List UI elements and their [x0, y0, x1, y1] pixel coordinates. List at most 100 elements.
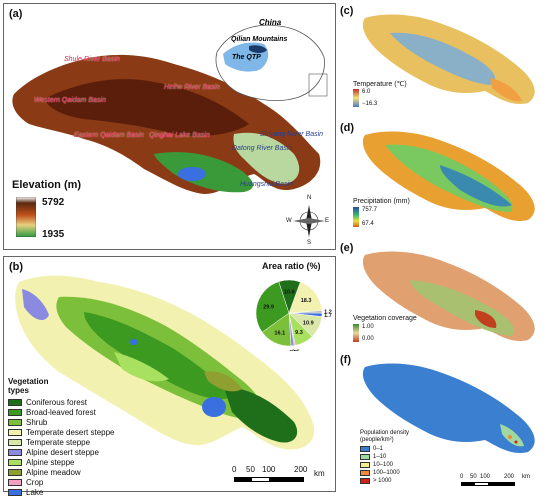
legend-item-shrub: Shrub [8, 417, 115, 427]
swatch [8, 438, 22, 446]
population-class-2: 10–100 [360, 461, 400, 469]
basin-label-w-qaidam: Western Qaidam Basin [34, 97, 106, 104]
pie-title: Area ratio (%) [262, 261, 321, 271]
pie-label-7: 16.1 [274, 330, 285, 336]
panel-b-label: (b) [9, 261, 24, 273]
inset-qtp-label: The QTP [232, 54, 261, 61]
precipitation-max: 757.7 [362, 207, 378, 213]
scale-bar-f: 0 50 100 200 km [460, 474, 545, 490]
pie-label-9: 10.6 [284, 290, 295, 296]
pie-label-5: 0.6 [292, 349, 300, 351]
temperature-min: −16.3 [362, 101, 378, 107]
pie-label-3: 10.9 [303, 320, 314, 326]
elevation-high-zone [44, 79, 249, 136]
pie-slices [255, 279, 323, 347]
compass-e: E [325, 218, 330, 224]
panel-c-label: (c) [340, 5, 354, 17]
panel-a-label: (a) [9, 8, 23, 20]
population-class-4: > 1000 [360, 477, 400, 485]
compass-s: S [307, 240, 312, 246]
temperature-map [362, 14, 535, 104]
swatch [8, 398, 22, 406]
swatch [8, 448, 22, 456]
precipitation-min: 67.4 [362, 221, 374, 227]
legend-item-temp-steppe: Temperate steppe [8, 437, 115, 447]
swatch [8, 408, 22, 416]
elevation-legend-title: Elevation (m) [12, 179, 82, 191]
basin-label-qinghai: Qinghai Lake Basin [149, 132, 210, 139]
population-class-1: 1–10 [360, 453, 400, 461]
panel-d-label: (d) [340, 122, 355, 134]
basin-label-e-qaidam: Eastern Qaidam Basin [74, 132, 145, 139]
pie-label-2: 1.7 [324, 313, 332, 319]
panel-e: (e) Vegetation coverage 1.00 0.00 [340, 240, 547, 350]
basin-label-huangshui: Huangshui Basin [240, 181, 293, 188]
panel-f-label: (f) [340, 354, 351, 366]
legend-item-alpine-meadow: Alpine meadow [8, 467, 115, 477]
precipitation-colorbar [353, 207, 359, 227]
elevation-colorbar [16, 197, 36, 237]
population-title-2: (people/km²) [360, 437, 394, 443]
vegetation-coverage-min: 0.00 [362, 336, 374, 342]
precipitation-title: Precipitation (mm) [353, 198, 410, 205]
basin-label-shule: Shule River Basin [64, 56, 120, 63]
population-class-0: 0–1 [360, 445, 400, 453]
vegetation-legend: Vegetation types Coniferous forest Broad… [8, 377, 115, 497]
basin-label-heihe: Heihe River Basin [164, 84, 221, 91]
scale-bar-b: 0 50 100 200 km [232, 465, 332, 489]
panel-a: (a) China Qilian Mountains The QTP Shule… [3, 3, 336, 250]
pie-slice-9 [278, 279, 301, 314]
area-ratio-pie: 18.3 1.21.7 10.99.3 0.61.5 16.1 29.9 10.6 [255, 279, 332, 351]
pie-label-0: 18.3 [301, 298, 312, 304]
panel-d: (d) Precipitation (mm) 757.7 67.4 [340, 120, 547, 235]
inset-china-map [215, 24, 328, 101]
pie-label-6: 1.5 [289, 350, 297, 351]
vegetation-legend-title: Vegetation types [8, 377, 49, 395]
basin-label-shiyang: Shiyang River Basin [260, 131, 324, 138]
legend-item-alpine-desert-steppe: Alpine desert steppe [8, 447, 115, 457]
vegetation-coverage-colorbar [353, 324, 359, 342]
panel-e-label: (e) [340, 242, 354, 254]
lake-shape [202, 397, 226, 417]
population-class-3: 100–1000 [360, 469, 400, 477]
swatch [8, 458, 22, 466]
legend-item-lake: Lake [8, 487, 115, 497]
population-title-1: Population density [360, 430, 410, 436]
swatch [8, 488, 22, 496]
swatch [8, 478, 22, 486]
panel-f: (f) Population density (people/km²) 0–1 … [340, 352, 547, 492]
legend-item-crop: Crop [8, 477, 115, 487]
vegetation-coverage-map [362, 251, 535, 341]
pie-label-8: 29.9 [263, 304, 274, 310]
compass-w: W [286, 218, 292, 224]
elevation-max: 5792 [42, 197, 65, 208]
pie-labels: 18.3 1.21.7 10.99.3 0.61.5 16.1 29.9 10.6 [263, 290, 332, 351]
basin-label-datong: Datong River Basin [232, 145, 293, 152]
swatch [8, 468, 22, 476]
legend-item-broadleaved: Broad-leaved forest [8, 407, 115, 417]
pie-label-1: 1.2 [324, 310, 332, 316]
panel-c: (c) Temperature (℃) 6.0 −16.3 [340, 3, 547, 115]
elevation-map [12, 54, 321, 194]
elevation-min: 1935 [42, 229, 65, 240]
inset-qilian-label: Qilian Mountains [231, 36, 288, 43]
legend-item-alpine-steppe: Alpine steppe [8, 457, 115, 467]
temperature-colorbar [353, 89, 359, 107]
population-legend: 0–1 1–10 10–100 100–1000 > 1000 [360, 445, 400, 485]
panel-b: (b) Area ratio (%) 18.31.21.710.99.30.61… [3, 256, 336, 497]
elevation-mid-zone [233, 132, 300, 184]
vegetation-coverage-title: Vegetation coverage [353, 315, 417, 322]
compass-n: N [307, 195, 312, 201]
temperature-title: Temperature (℃) [353, 81, 407, 88]
legend-item-temp-desert-steppe: Temperate desert steppe [8, 427, 115, 437]
pie-label-4: 9.3 [295, 330, 303, 336]
compass-rose-icon [293, 205, 325, 237]
inset-china-label: China [259, 18, 282, 27]
legend-item-coniferous: Coniferous forest [8, 397, 115, 407]
vegetation-map [15, 275, 315, 450]
vegetation-coverage-max: 1.00 [362, 324, 374, 330]
qinghai-lake-shape [178, 167, 206, 181]
temperature-max: 6.0 [362, 89, 371, 95]
population-map [362, 363, 535, 453]
precipitation-map [362, 131, 535, 221]
